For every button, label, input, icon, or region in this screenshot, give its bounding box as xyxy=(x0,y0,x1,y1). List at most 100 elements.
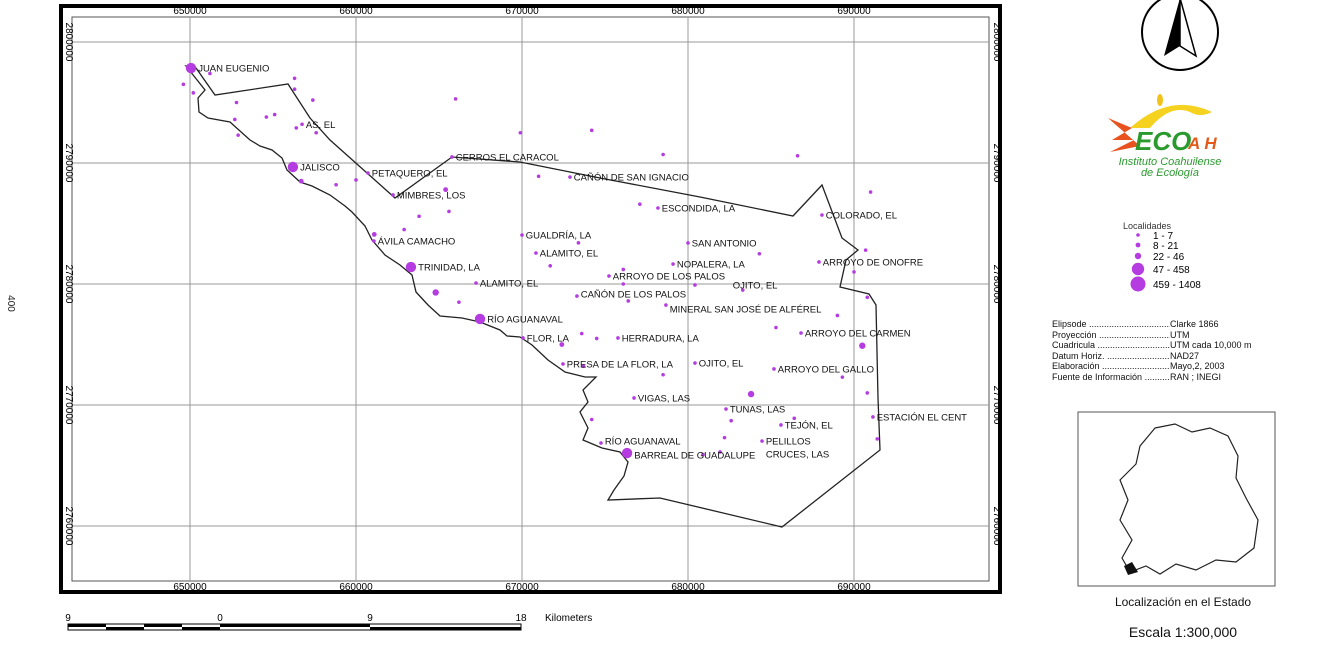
locality-point[interactable] xyxy=(724,407,728,411)
locality-label: AS, EL xyxy=(306,120,336,131)
map-outer-frame xyxy=(59,4,1002,594)
info-value: NAD27 xyxy=(1170,350,1200,361)
locality-label: RÍO AGUANAVAL xyxy=(487,314,563,325)
locality-point[interactable] xyxy=(474,313,486,325)
info-key: Datum Horiz. xyxy=(1052,351,1170,362)
legend-label: 1 - 7 xyxy=(1153,231,1173,242)
locality-point[interactable] xyxy=(607,274,611,278)
locality-point[interactable] xyxy=(287,161,299,173)
locality-label: OJITO, EL xyxy=(699,359,744,370)
locality-point[interactable] xyxy=(817,260,821,264)
locality-point xyxy=(835,313,840,318)
locality-point xyxy=(402,227,406,232)
locality-point[interactable] xyxy=(799,331,803,335)
locality-point[interactable] xyxy=(575,294,579,298)
locality-point xyxy=(233,117,237,122)
grid-tick-labels: 650000 650000 660000 660000 670000 670000 6800… xyxy=(63,6,1002,593)
locality-point[interactable] xyxy=(521,336,525,340)
locality-point[interactable] xyxy=(372,239,376,243)
locality-point xyxy=(795,153,800,158)
y-tick-label: 2800000 xyxy=(63,23,74,62)
legend-symbol xyxy=(1136,233,1140,237)
y-tick-label: 2760000 xyxy=(991,507,1002,546)
locality-point xyxy=(536,174,541,179)
locality-label: PETAQUERO, EL xyxy=(372,169,448,180)
info-key: Elaboración xyxy=(1052,361,1170,372)
x-tick-label: 650000 xyxy=(173,582,207,593)
locality-label: JUAN EUGENIO xyxy=(198,64,269,75)
info-value: UTM xyxy=(1170,329,1190,340)
locality-point[interactable] xyxy=(671,262,675,266)
locality-point[interactable] xyxy=(760,439,764,443)
state-location-inset xyxy=(1077,411,1276,587)
locality-label: TUNAS, LAS xyxy=(730,404,785,415)
info-row: ElaboraciónMayo,2, 2003 xyxy=(1052,361,1252,372)
locality-point[interactable] xyxy=(474,281,478,285)
locality-point xyxy=(236,133,240,137)
locality-point[interactable] xyxy=(718,450,722,454)
locality-point xyxy=(432,289,439,296)
locality-label: RÍO AGUANAVAL xyxy=(605,436,681,447)
legend-label: 22 - 46 xyxy=(1153,252,1185,263)
logo-suffix: A H xyxy=(1187,134,1217,153)
locality-point[interactable] xyxy=(693,361,697,365)
locality-label: ARROYO DE LOS PALOS xyxy=(613,272,725,283)
locality-point xyxy=(518,130,523,135)
info-row: Fuente de InformaciónRAN ; INEGI xyxy=(1052,372,1252,383)
locality-point[interactable] xyxy=(450,155,454,159)
logo-line1: Instituto Coahuilense xyxy=(1119,156,1222,168)
locality-point xyxy=(191,91,196,95)
locality-point[interactable] xyxy=(405,261,417,273)
locality-point[interactable] xyxy=(686,241,690,245)
locality-point xyxy=(447,209,451,214)
locality-label: CERROS EL CARACOL xyxy=(456,152,559,163)
legend-label: 459 - 1408 xyxy=(1153,280,1201,291)
legend-label: 47 - 458 xyxy=(1153,265,1190,276)
locality-point[interactable] xyxy=(366,171,370,175)
locality-point[interactable] xyxy=(568,175,572,179)
locality-point[interactable] xyxy=(820,213,824,217)
scale-label-end: 18 xyxy=(515,613,527,624)
locality-label: ESTACIÓN EL CENT xyxy=(877,412,967,423)
locality-point[interactable] xyxy=(693,283,697,287)
locality-label: FLOR, LA xyxy=(527,333,570,344)
locality-point xyxy=(457,300,461,304)
locality-point xyxy=(581,364,586,369)
legend-label: 8 - 21 xyxy=(1153,241,1179,252)
locality-point[interactable] xyxy=(520,233,524,237)
info-row: ElipsodeClarke 1866 xyxy=(1052,319,1252,330)
locality-point[interactable] xyxy=(656,206,660,210)
y-tick-label: 2800000 xyxy=(991,23,1002,62)
y-tick-label: 2770000 xyxy=(63,386,74,425)
locality-point[interactable] xyxy=(616,336,620,340)
x-tick-label: 670000 xyxy=(505,6,539,17)
locality-point xyxy=(875,437,880,441)
locality-point[interactable] xyxy=(772,367,776,371)
locality-point[interactable] xyxy=(632,396,636,400)
locality-point[interactable] xyxy=(871,415,875,419)
info-row: CuadriculaUTM cada 10,000 m xyxy=(1052,340,1252,351)
ecoah-logo: ECO A H Instituto Coahuilense de Ecologí… xyxy=(1108,94,1221,179)
municipality-highlight xyxy=(1124,562,1138,575)
locality-point[interactable] xyxy=(300,122,304,127)
locality-point[interactable] xyxy=(391,193,395,197)
locality-point xyxy=(661,152,665,157)
locality-point[interactable] xyxy=(599,441,603,445)
locality-label: TEJÓN, EL xyxy=(785,420,833,431)
locality-point[interactable] xyxy=(621,447,633,459)
locality-point[interactable] xyxy=(185,62,197,74)
locality-point[interactable] xyxy=(561,362,565,366)
locality-label: BARREAL DE GUADALUPE xyxy=(634,451,755,462)
locality-point[interactable] xyxy=(779,423,783,427)
locality-point xyxy=(589,128,594,133)
locality-label: COLORADO, EL xyxy=(826,211,897,222)
y-tick-label: 2790000 xyxy=(63,144,74,183)
locality-label: CAÑÓN DE LOS PALOS xyxy=(581,290,686,301)
locality-label: ARROYO DEL CARMEN xyxy=(805,329,911,340)
locality-point[interactable] xyxy=(534,251,538,255)
locality-point[interactable] xyxy=(664,303,668,307)
locality-point xyxy=(234,100,239,105)
locality-point xyxy=(559,342,565,347)
